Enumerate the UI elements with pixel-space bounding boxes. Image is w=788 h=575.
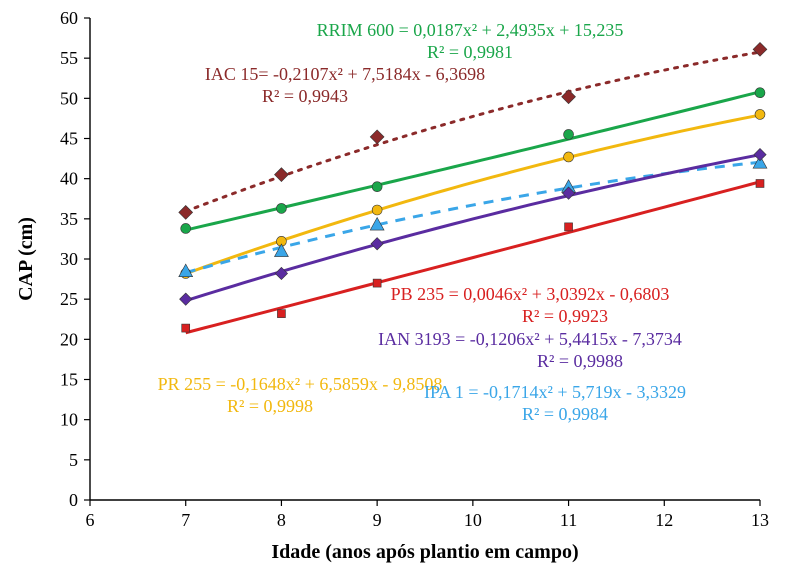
trendline-pr255: [186, 115, 760, 274]
x-tick-label: 13: [751, 510, 769, 530]
annotation-pb235-eq: PB 235 = 0,0046x² + 3,0392x - 0,6803: [391, 284, 670, 304]
chart-svg: 0 5 10 15 20 25 30 35 40 45 50 55 60 6 7 8 9 10 11 12 13 Idad…: [0, 0, 788, 575]
annotation-pb235-r2: R² = 0,9923: [522, 306, 608, 326]
marker-rrim600: [564, 129, 574, 139]
marker-pb235: [277, 310, 285, 318]
y-tick-label: 0: [69, 490, 78, 510]
x-tick-label: 9: [373, 510, 382, 530]
annotation-rrim600-r2: R² = 0,9981: [427, 42, 513, 62]
marker-pr255: [564, 152, 574, 162]
y-tick-label: 55: [60, 48, 78, 68]
y-tick-label: 10: [60, 410, 78, 430]
y-tick-label: 20: [60, 329, 78, 349]
marker-ipa1: [275, 244, 289, 257]
marker-iac15: [370, 130, 384, 144]
marker-rrim600: [276, 203, 286, 213]
x-tick-label: 11: [560, 510, 577, 530]
marker-pr255: [755, 109, 765, 119]
marker-pb235: [565, 223, 573, 231]
y-tick-label: 40: [60, 169, 78, 189]
y-tick-label: 60: [60, 8, 78, 28]
annotation-pr255-eq: PR 255 = -0,1648x² + 6,5859x - 9,8508: [158, 374, 443, 394]
marker-ian3193: [754, 148, 766, 160]
x-tick-label: 7: [181, 510, 190, 530]
annotation-rrim600-eq: RRIM 600 = 0,0187x² + 2,4935x + 15,235: [317, 20, 624, 40]
y-tick-label: 50: [60, 88, 78, 108]
y-tick-label: 35: [60, 209, 78, 229]
y-axis-label: CAP (cm): [15, 217, 37, 301]
x-tick-label: 6: [86, 510, 95, 530]
marker-iac15: [562, 90, 576, 104]
x-tick-label: 10: [464, 510, 482, 530]
trendline-ian3193: [186, 155, 760, 301]
y-tick-label: 25: [60, 289, 78, 309]
marker-pb235: [373, 279, 381, 287]
trendline-rrim600: [186, 92, 760, 230]
annotation-iac15-eq: IAC 15= -0,2107x² + 7,5184x - 6,3698: [205, 64, 485, 84]
marker-ian3193: [371, 238, 383, 250]
y-tick-label: 30: [60, 249, 78, 269]
marker-pb235: [756, 179, 764, 187]
annotation-iac15-r2: R² = 0,9943: [262, 86, 348, 106]
y-tick-label: 5: [69, 450, 78, 470]
marker-rrim600: [372, 182, 382, 192]
x-tick-label: 12: [655, 510, 673, 530]
marker-rrim600: [181, 223, 191, 233]
x-axis-label: Idade (anos após plantio em campo): [271, 541, 578, 563]
x-tick-label: 8: [277, 510, 286, 530]
marker-iac15: [179, 205, 193, 219]
marker-pb235: [182, 324, 190, 332]
y-tick-label: 45: [60, 129, 78, 149]
annotation-ian3193-eq: IAN 3193 = -0,1206x² + 5,4415x - 7,3734: [378, 329, 682, 349]
marker-rrim600: [755, 88, 765, 98]
marker-iac15: [275, 168, 289, 182]
annotation-ipa1-r2: R² = 0,9984: [522, 404, 608, 424]
marker-pr255: [372, 205, 382, 215]
chart-container: 0 5 10 15 20 25 30 35 40 45 50 55 60 6 7 8 9 10 11 12 13 Idad…: [0, 0, 788, 575]
y-tick-label: 15: [60, 370, 78, 390]
annotation-ian3193-r2: R² = 0,9988: [537, 351, 623, 371]
annotation-ipa1-eq: IPA 1 = -0,1714x² + 5,719x - 3,3329: [424, 382, 686, 402]
annotation-pr255-r2: R² = 0,9998: [227, 396, 313, 416]
marker-ian3193: [180, 293, 192, 305]
